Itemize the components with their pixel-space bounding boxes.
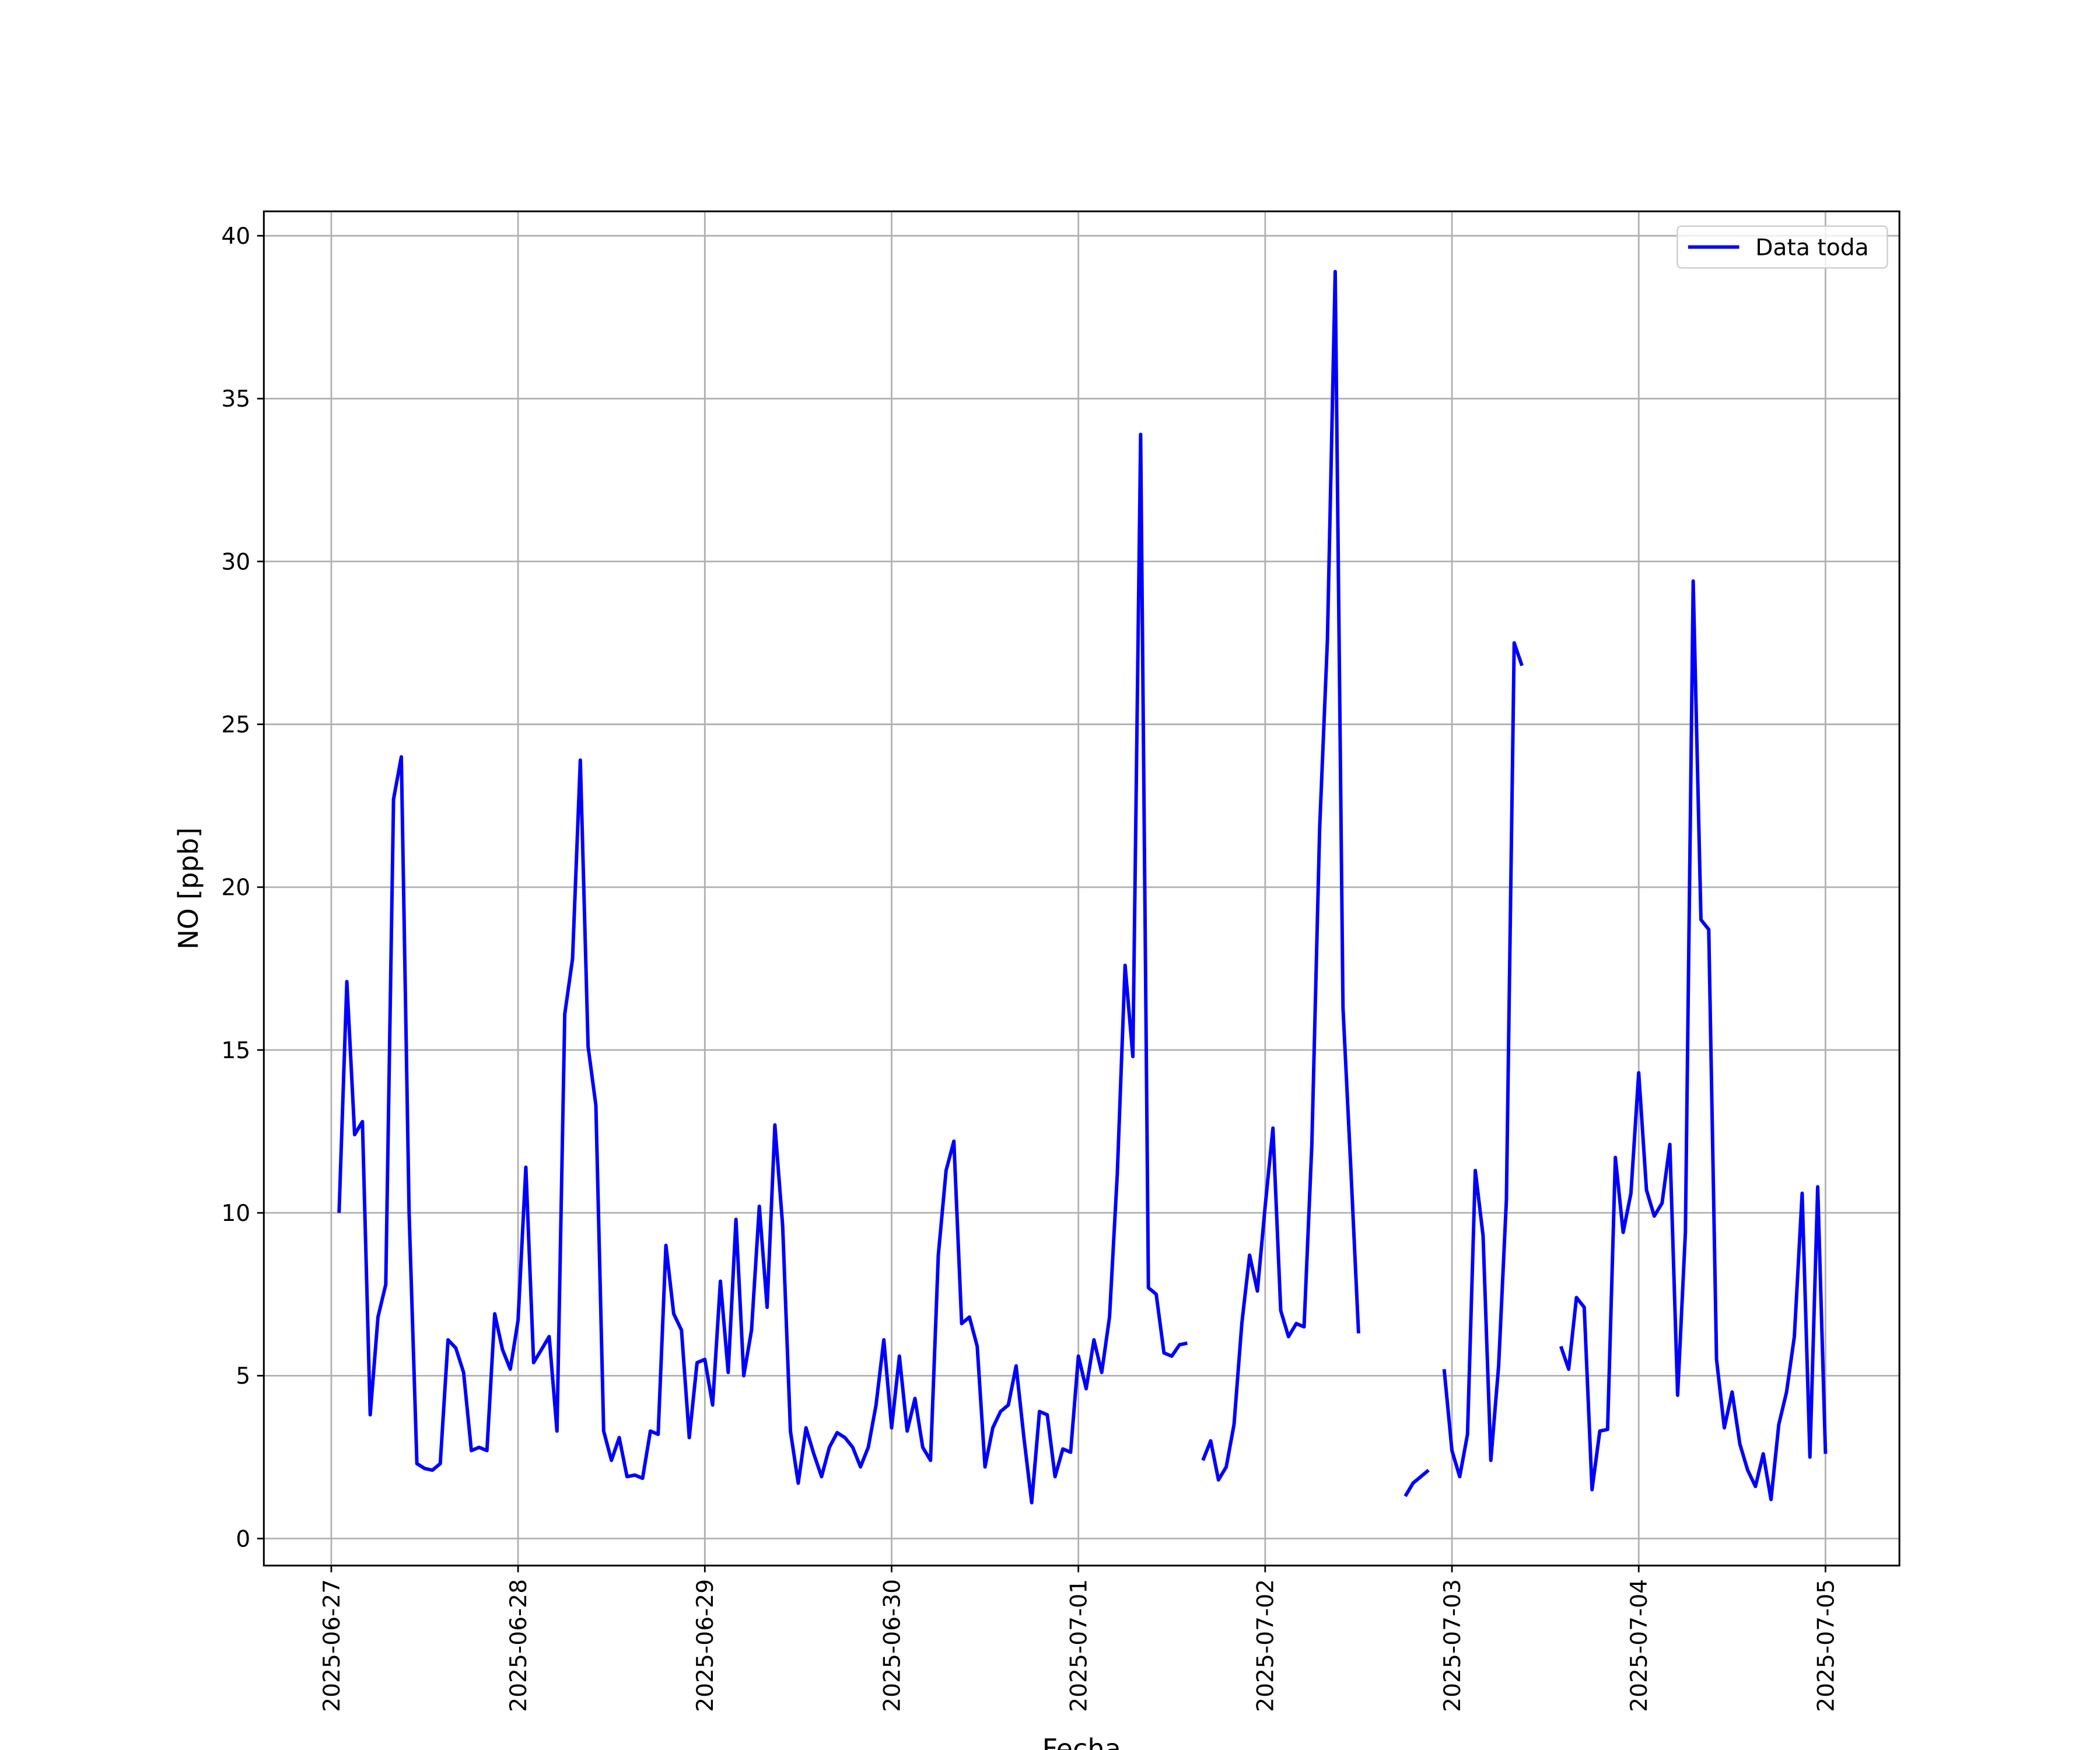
x-tick-label: 2025-06-27	[319, 1579, 345, 1712]
y-tick-label: 30	[221, 549, 250, 575]
y-tick-label: 20	[221, 875, 250, 901]
y-tick-label: 15	[221, 1038, 250, 1064]
y-tick-label: 10	[221, 1200, 250, 1227]
y-axis-label: NO [ppb]	[173, 827, 204, 949]
y-tick-label: 0	[236, 1526, 250, 1552]
x-tick-label: 2025-06-28	[506, 1579, 532, 1712]
x-tick-label: 2025-06-29	[692, 1579, 719, 1712]
data-line	[337, 270, 1828, 1505]
x-tick-label: 2025-07-05	[1813, 1579, 1839, 1712]
x-axis-label: Fecha	[1042, 1733, 1121, 1750]
x-tick-label: 2025-07-03	[1440, 1579, 1466, 1712]
y-tick-label: 5	[236, 1363, 250, 1390]
x-tick-label: 2025-07-04	[1626, 1579, 1653, 1712]
y-tick-label: 40	[221, 223, 250, 250]
plot-frame	[262, 210, 1901, 1567]
y-tick-label: 35	[221, 386, 250, 412]
legend-label: Data toda	[1755, 235, 1868, 261]
x-tick-label: 2025-06-30	[879, 1579, 905, 1712]
x-tick-label: 2025-07-02	[1253, 1579, 1279, 1712]
x-tick-label: 2025-07-01	[1066, 1579, 1093, 1712]
legend-box	[1676, 225, 1888, 269]
y-tick-label: 25	[221, 712, 250, 738]
